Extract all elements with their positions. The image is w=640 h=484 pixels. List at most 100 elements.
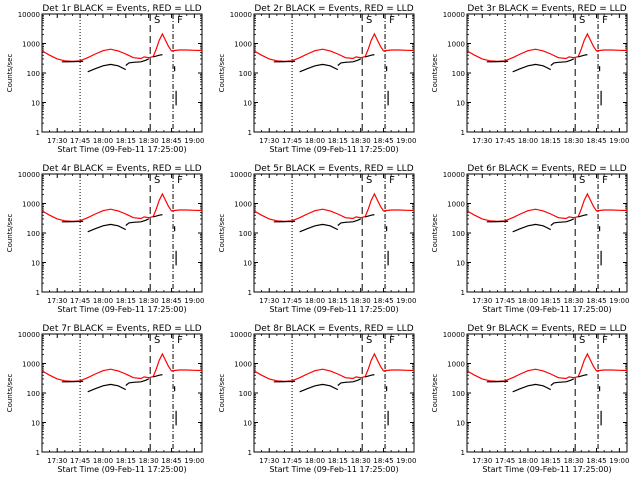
x-tick-label: 18:45	[586, 297, 606, 305]
series-events-segment-2	[299, 63, 339, 73]
x-tick-label: 17:45	[495, 137, 515, 145]
x-tick-label: 18:30	[139, 457, 159, 465]
x-tick-label: 17:45	[282, 297, 302, 305]
y-tick-label: 1	[461, 289, 465, 297]
y-tick-label: 10	[31, 420, 40, 428]
x-tick-label: 18:00	[518, 297, 538, 305]
panel-title: Det 7r BLACK = Events, RED = LLD	[42, 324, 201, 334]
series-lld-line	[41, 352, 203, 382]
series-events-segment-4	[365, 374, 375, 378]
x-tick-label: 19:00	[184, 297, 204, 305]
y-tick-label: 10000	[18, 11, 40, 19]
x-tick-label: 18:15	[116, 297, 136, 305]
x-tick-label: 17:30	[472, 297, 492, 305]
series-events-segment-3	[550, 218, 574, 226]
panel-title: Det 3r BLACK = Events, RED = LLD	[467, 4, 626, 14]
region-label-s: S	[154, 175, 160, 186]
y-tick-label: 1	[36, 289, 40, 297]
y-tick-label: 100	[452, 70, 465, 78]
y-tick-label: 100	[27, 390, 40, 398]
y-tick-label: 10000	[18, 171, 40, 179]
series-events-segment-4	[578, 214, 588, 218]
series-events-segment-1	[273, 380, 296, 383]
series-lld-line	[253, 192, 415, 222]
series-events-segment-3	[125, 58, 149, 66]
series-lld-line	[253, 352, 415, 382]
plot-frame	[41, 173, 203, 293]
x-tick-label: 18:00	[93, 297, 113, 305]
region-label-s: S	[154, 335, 160, 346]
y-tick-label: 1000	[22, 201, 40, 209]
series-events-segment-4	[365, 214, 375, 218]
series-events-segment-3	[337, 378, 361, 386]
region-label-f: F	[602, 15, 608, 26]
region-label-s: S	[579, 335, 585, 346]
y-tick-label: 100	[239, 70, 252, 78]
y-tick-label: 10000	[230, 11, 252, 19]
x-tick-label: 18:15	[328, 137, 348, 145]
series-events-segment-4	[578, 374, 588, 378]
panel-3: Det 3r BLACK = Events, RED = LLD 1 10 100 10…	[431, 4, 629, 145]
x-tick-label: 17:45	[70, 137, 90, 145]
x-tick-label: 18:30	[351, 137, 371, 145]
x-tick-label: 18:15	[116, 137, 136, 145]
x-axis-label: Start Time (09-Feb-11 17:25:00)	[269, 145, 398, 154]
region-label-f: F	[177, 175, 183, 186]
x-tick-label: 17:30	[472, 457, 492, 465]
y-tick-label: 1000	[234, 201, 252, 209]
series-lld-line	[466, 352, 628, 382]
x-tick-label: 18:30	[139, 137, 159, 145]
panel-7: Det 7r BLACK = Events, RED = LLD 1 10 100 10…	[6, 324, 204, 474]
region-label-f: F	[177, 335, 183, 346]
y-tick-label: 100	[27, 70, 40, 78]
x-tick-label: 19:00	[396, 457, 416, 465]
series-events-segment-2	[87, 63, 127, 73]
y-tick-label: 10	[456, 100, 465, 108]
panel-title: Det 9r BLACK = Events, RED = LLD	[467, 324, 626, 334]
y-tick-label: 10	[456, 260, 465, 268]
panel-6: Det 6r BLACK = Events, RED = LLD 1 10 100 10…	[431, 164, 629, 314]
series-events-segment-4	[153, 214, 163, 218]
x-tick-label: 18:15	[541, 137, 561, 145]
x-tick-label: 19:00	[396, 297, 416, 305]
y-tick-label: 10000	[443, 11, 465, 19]
x-tick-label: 18:45	[586, 137, 606, 145]
region-label-s: S	[366, 175, 372, 186]
x-tick-label: 18:30	[351, 297, 371, 305]
x-tick-label: 18:45	[586, 457, 606, 465]
plot-frame	[253, 333, 415, 453]
y-tick-label: 1	[461, 129, 465, 137]
x-tick-label: 17:45	[495, 457, 515, 465]
y-tick-label: 100	[27, 230, 40, 238]
panel-9: Det 9r BLACK = Events, RED = LLD 1 10 100 10…	[431, 324, 629, 474]
y-tick-label: 1000	[22, 361, 40, 369]
region-label-s: S	[154, 15, 160, 26]
y-axis-label: Counts/sec	[6, 374, 14, 413]
series-events-segment-3	[337, 218, 361, 226]
series-events-segment-1	[61, 220, 84, 223]
panel-title: Det 1r BLACK = Events, RED = LLD	[42, 4, 201, 14]
series-events-segment-3	[125, 378, 149, 386]
y-tick-label: 10	[243, 420, 252, 428]
region-label-s: S	[579, 175, 585, 186]
y-axis-label: Counts/sec	[431, 214, 439, 253]
x-tick-label: 17:45	[282, 457, 302, 465]
series-events-segment-1	[486, 380, 509, 383]
series-lld-line	[41, 192, 203, 222]
series-lld-line	[466, 192, 628, 222]
region-label-f: F	[389, 335, 395, 346]
region-label-f: F	[389, 15, 395, 26]
y-tick-label: 1	[248, 129, 252, 137]
x-tick-label: 17:30	[259, 457, 279, 465]
x-axis-label: Start Time (09-Feb-11 17:25:00)	[57, 465, 186, 474]
panel-1: Det 1r BLACK = Events, RED = LLD 1 10 100 10…	[6, 4, 204, 154]
x-tick-label: 17:30	[47, 137, 67, 145]
series-lld-line	[466, 32, 628, 62]
x-tick-label: 18:15	[541, 297, 561, 305]
y-tick-label: 10	[243, 100, 252, 108]
x-tick-label: 18:00	[305, 137, 325, 145]
x-tick-label: 18:15	[541, 457, 561, 465]
x-tick-label: 19:00	[184, 457, 204, 465]
region-label-s: S	[366, 335, 372, 346]
